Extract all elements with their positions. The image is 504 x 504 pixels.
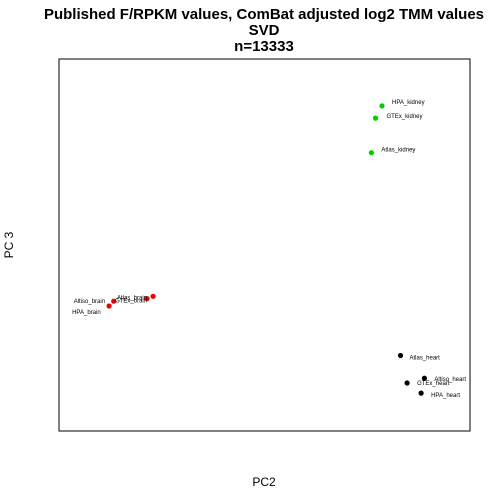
point-hpa-brain xyxy=(106,303,112,309)
point-label-atlas-kidney: Atlas_kidney xyxy=(381,148,415,154)
x-axis-title: PC2 xyxy=(252,475,276,489)
points-layer xyxy=(106,103,427,396)
point-atlas-heart xyxy=(397,352,404,359)
point-hpa-heart xyxy=(418,390,424,396)
point-label-gtex-heart: GTEx_heart xyxy=(417,381,450,387)
point-label-gtex-brain: GTEx_brain xyxy=(115,298,147,304)
point-label-atlas-brain: Atlas_brain xyxy=(117,296,147,302)
y-axis-title: PC 3 xyxy=(2,231,16,258)
point-label-altiso-brain: Altiso_brain xyxy=(74,299,105,305)
plot-frame xyxy=(58,58,471,432)
point-gtex-brain xyxy=(150,293,156,299)
point-label-hpa-heart: HPA_heart xyxy=(431,393,460,399)
point-atlas-kidney xyxy=(368,150,374,156)
point-label-hpa-brain: HPA_brain xyxy=(72,310,101,316)
labels-layer: HPA_kidney GTEx_kidney Atlas_kidney Atlas_b… xyxy=(72,100,466,399)
chart-title: Published F/RPKM values, ComBat adjusted… xyxy=(44,6,484,23)
point-altiso-heart xyxy=(421,375,427,381)
point-atlas-brain xyxy=(144,296,150,302)
chart-subtitle-method: SVD xyxy=(249,22,280,39)
point-hpa-kidney xyxy=(379,103,385,109)
point-label-altiso-heart: Altiso_heart xyxy=(434,377,466,383)
chart-subtitle-count: n=13333 xyxy=(234,38,294,55)
point-gtex-heart xyxy=(404,380,410,386)
point-label-gtex-kidney: GTEx_kidney xyxy=(387,114,423,120)
point-label-hpa-kidney: HPA_kidney xyxy=(392,100,425,106)
point-label-atlas-heart: Atlas_heart xyxy=(410,356,441,362)
point-altiso-brain xyxy=(111,298,117,304)
point-gtex-kidney xyxy=(372,115,379,121)
